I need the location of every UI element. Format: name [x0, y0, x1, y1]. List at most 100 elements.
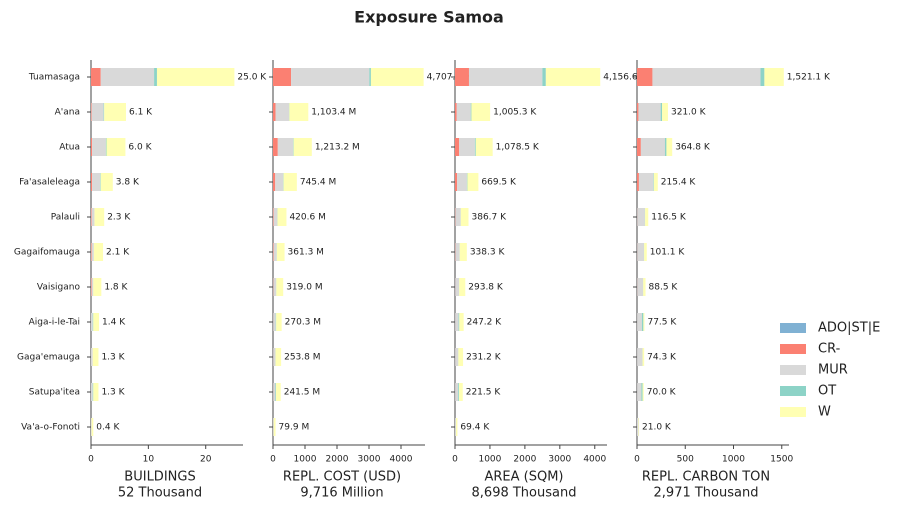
bar-segment [644, 243, 647, 261]
bar-segment [455, 68, 469, 86]
value-label: 2.3 K [107, 213, 131, 223]
bar-segment [637, 348, 643, 366]
bar-segment [273, 138, 278, 156]
x-tick-label: 10 [143, 455, 155, 465]
bar-segment [455, 348, 459, 366]
x-tick-label: 1000 [294, 455, 317, 465]
value-label: 3.8 K [116, 178, 140, 188]
bar-segment [370, 68, 424, 86]
value-label: 1.3 K [101, 353, 125, 363]
bar-segment [455, 173, 458, 191]
bar-segment [466, 173, 468, 191]
bar-segment [459, 383, 463, 401]
value-label: 386.7 K [472, 213, 508, 223]
bar-segment [459, 138, 475, 156]
bar-segment [638, 418, 640, 436]
bar-segment [459, 243, 467, 261]
bar-segment [92, 313, 94, 331]
bar-segment [455, 418, 458, 436]
x-tick-label: 2000 [326, 455, 349, 465]
bar-segment [91, 348, 93, 366]
bar-segment [459, 278, 466, 296]
bar-segment [275, 383, 277, 401]
bar-segment [637, 68, 653, 86]
bar-segment [455, 278, 460, 296]
bar-segment [91, 208, 92, 226]
bar-segment [273, 278, 277, 296]
value-label: 69.4 K [460, 423, 490, 433]
bar-segment [641, 383, 643, 401]
chart-title: Exposure Samoa [354, 8, 504, 27]
x-axis-label: AREA (SQM) [484, 470, 563, 485]
value-label: 361.3 M [288, 248, 324, 258]
bar-segment [276, 313, 282, 331]
bar-segment [475, 138, 493, 156]
bar-segment [642, 348, 645, 366]
bar-segment [643, 278, 646, 296]
bar-segment [660, 103, 663, 121]
bar-segment [156, 68, 235, 86]
bar-segment [275, 348, 282, 366]
bar-segment [273, 68, 292, 86]
bar-segment [103, 103, 105, 121]
bar-segment [459, 313, 464, 331]
bar-segment [91, 243, 92, 261]
value-label: 79.9 M [279, 423, 310, 433]
bar-segment [273, 173, 276, 191]
bar-segment [289, 103, 309, 121]
value-label: 253.8 M [284, 353, 320, 363]
bar-segment [93, 278, 102, 296]
bar-segment [91, 418, 94, 436]
value-label: 25.0 K [237, 73, 267, 83]
bar-segment [460, 208, 469, 226]
bar-segment [92, 173, 101, 191]
bar-segment [468, 68, 543, 86]
bar-segment [93, 243, 104, 261]
bar-segment [276, 243, 285, 261]
bar-segment [91, 383, 93, 401]
legend-label: MUR [818, 363, 848, 378]
y-tick-label: Vaisigano [37, 283, 81, 293]
x-axis-label: BUILDINGS [124, 470, 195, 485]
value-label: 74.3 K [647, 353, 677, 363]
y-tick-label: Gagaifomauga [14, 248, 80, 258]
bar-segment [653, 173, 658, 191]
bar-segment [277, 138, 294, 156]
value-label: 101.1 K [650, 248, 686, 258]
bar-segment [91, 243, 94, 261]
bar-segment [273, 208, 278, 226]
bar-segment [638, 173, 654, 191]
bar-segment [277, 208, 287, 226]
bar-segment [637, 313, 642, 331]
value-label: 241.5 M [284, 388, 320, 398]
value-label: 247.2 K [467, 318, 503, 328]
value-label: 77.5 K [647, 318, 677, 328]
bar-segment [276, 383, 281, 401]
bar-segment [92, 348, 99, 366]
legend-label: W [818, 405, 831, 420]
bar-segment [91, 138, 93, 156]
bar-segment [91, 173, 93, 191]
x-tick-label: 4000 [583, 455, 606, 465]
bar-segment [91, 313, 93, 331]
x-axis-total: 52 Thousand [118, 486, 202, 501]
bar-segment [91, 68, 101, 86]
bar-segment [471, 103, 491, 121]
bar-segment [455, 418, 456, 436]
bar-segment [273, 243, 277, 261]
y-tick-label: A'ana [55, 108, 80, 118]
bar-segment [637, 103, 639, 121]
bar-segment [91, 103, 104, 121]
bar-segment [92, 138, 106, 156]
bar-segment [369, 68, 371, 86]
x-tick-label: 1000 [722, 455, 745, 465]
bar-segment [637, 173, 639, 191]
y-tick-label: Gaga'emauga [17, 353, 80, 363]
x-tick-label: 0 [88, 455, 94, 465]
legend-swatch [780, 407, 806, 417]
x-tick-label: 3000 [358, 455, 381, 465]
bar-segment [273, 103, 276, 121]
bar-segment [105, 138, 107, 156]
bar-segment [455, 208, 461, 226]
